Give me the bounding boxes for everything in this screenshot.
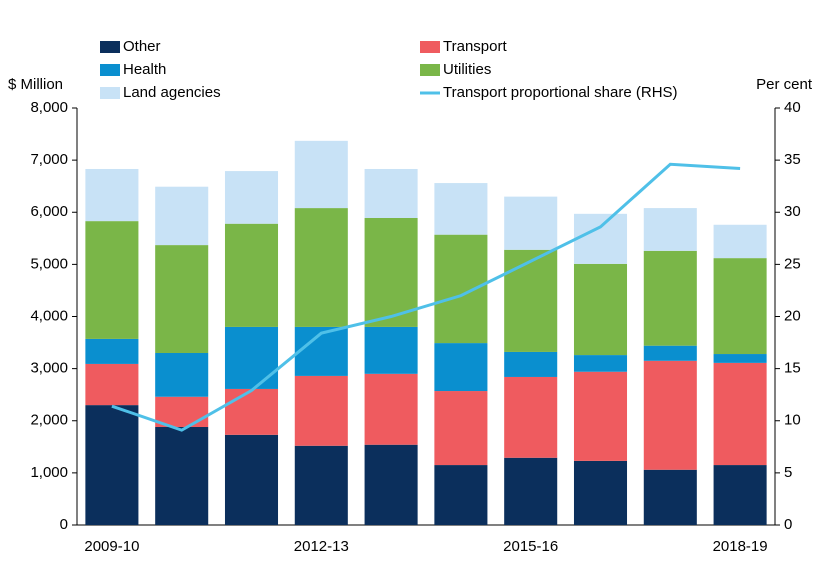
- bar-segment: [85, 363, 139, 406]
- y-tick-label: 4,000: [30, 307, 68, 324]
- legend-label: Health: [123, 61, 166, 78]
- bar-segment: [504, 249, 558, 352]
- bar-segment: [643, 469, 697, 525]
- bar-segment: [364, 444, 418, 525]
- bar-segment: [434, 391, 488, 466]
- bar-segment: [713, 258, 767, 355]
- bar-segment: [504, 457, 558, 525]
- x-tick-label: 2012-13: [294, 538, 349, 555]
- bar-segment: [504, 376, 558, 458]
- bar-segment: [155, 186, 209, 246]
- bar-segment: [364, 326, 418, 374]
- legend-label: Transport proportional share (RHS): [443, 84, 678, 101]
- y2-tick-label: 35: [784, 151, 801, 168]
- bar-segment: [224, 171, 279, 224]
- bar-segment: [294, 140, 348, 209]
- bar-segment: [573, 213, 628, 264]
- bar-segment: [713, 362, 767, 466]
- bar-segment: [364, 373, 418, 445]
- y-axis-label: $ Million: [8, 76, 63, 93]
- y-tick-label: 7,000: [30, 151, 68, 168]
- bar-segment: [155, 427, 209, 525]
- bar-segment: [434, 234, 488, 344]
- bar-segment: [434, 465, 488, 525]
- legend-label: Transport: [443, 38, 507, 55]
- bar-segment: [224, 388, 279, 435]
- bar-segment: [155, 245, 209, 353]
- legend-swatch: [100, 87, 120, 99]
- bar-segment: [155, 396, 209, 428]
- bar-segment: [155, 352, 209, 397]
- bar-segment: [85, 168, 139, 222]
- bar-segment: [294, 445, 348, 525]
- legend-swatch: [420, 64, 440, 76]
- x-tick-label: 2009-10: [84, 538, 139, 555]
- bar-segment: [224, 223, 279, 327]
- legend-swatch: [100, 41, 120, 53]
- y-tick-label: 2,000: [30, 412, 68, 429]
- y2-axis-label: Per cent: [756, 76, 813, 93]
- bar-segment: [643, 208, 697, 251]
- bar-segment: [713, 354, 767, 363]
- bar-segment: [364, 217, 418, 327]
- legend-swatch: [100, 64, 120, 76]
- bar-segment: [85, 221, 139, 339]
- bar-segment: [504, 196, 558, 250]
- bar-segment: [713, 465, 767, 525]
- y2-tick-label: 40: [784, 99, 801, 116]
- bar-segment: [434, 183, 488, 235]
- legend-label: Land agencies: [123, 84, 221, 101]
- y-tick-label: 5,000: [30, 255, 68, 272]
- x-tick-label: 2018-19: [713, 538, 768, 555]
- x-tick-label: 2015-16: [503, 538, 558, 555]
- bar-segment: [294, 208, 348, 327]
- y-tick-label: 1,000: [30, 464, 68, 481]
- y-tick-label: 3,000: [30, 360, 68, 377]
- y2-tick-label: 15: [784, 360, 801, 377]
- bar-segment: [713, 224, 767, 259]
- bar-segment: [573, 460, 628, 525]
- y2-tick-label: 10: [784, 412, 801, 429]
- line-series: [111, 162, 741, 432]
- bar-segment: [364, 168, 418, 218]
- bar-segment: [224, 434, 279, 525]
- bar-segment: [434, 343, 488, 392]
- y-tick-label: 6,000: [30, 203, 68, 220]
- bar-segment: [504, 351, 558, 377]
- bar-segment: [573, 263, 628, 356]
- bar-segment: [573, 355, 628, 372]
- y2-tick-label: 0: [784, 516, 792, 533]
- y-tick-label: 8,000: [30, 99, 68, 116]
- bar-segment: [643, 345, 697, 361]
- y2-tick-label: 25: [784, 255, 801, 272]
- legend-label: Other: [123, 38, 161, 55]
- bar-segment: [573, 371, 628, 461]
- bar-segment: [643, 360, 697, 470]
- bar-segment: [85, 338, 139, 364]
- bar-segment: [85, 405, 139, 525]
- bar-segment: [643, 250, 697, 346]
- y2-tick-label: 30: [784, 203, 801, 220]
- legend-label: Utilities: [443, 61, 491, 78]
- y2-tick-label: 5: [784, 464, 792, 481]
- bar-segment: [224, 326, 279, 389]
- y-tick-label: 0: [60, 516, 68, 533]
- legend-swatch: [420, 41, 440, 53]
- y2-tick-label: 20: [784, 307, 801, 324]
- bar-segment: [294, 375, 348, 446]
